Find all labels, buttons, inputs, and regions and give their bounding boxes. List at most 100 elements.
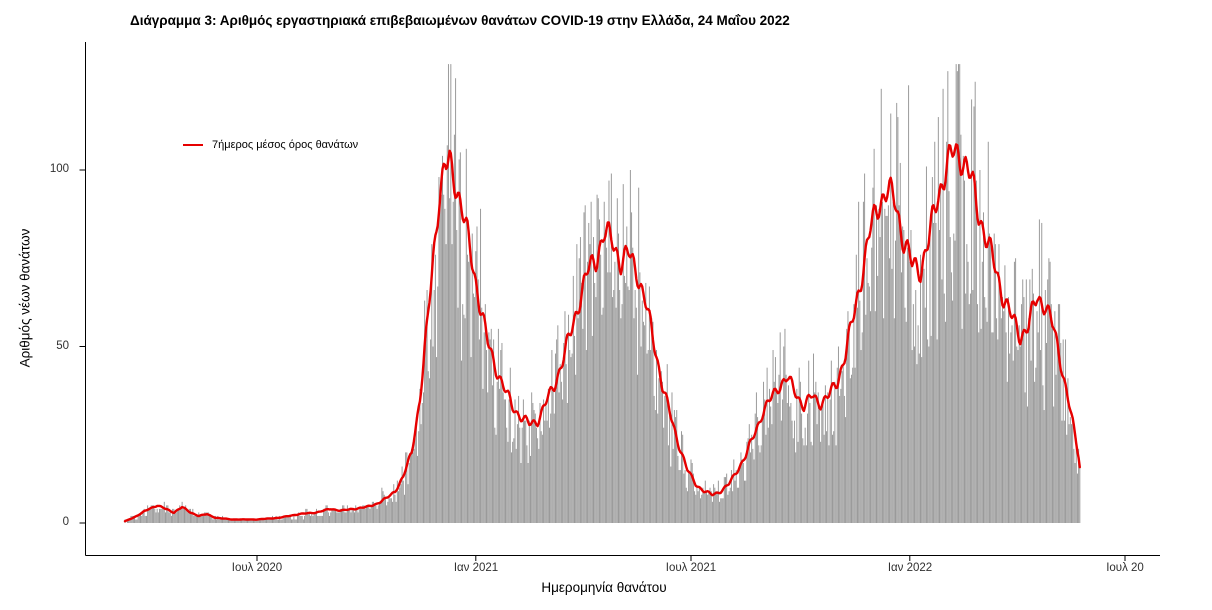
bar (497, 328, 499, 523)
bar (909, 261, 911, 523)
bar (426, 290, 428, 523)
bar (493, 339, 495, 523)
bar (323, 508, 325, 523)
bar (705, 491, 707, 523)
bar (985, 307, 987, 523)
bar (182, 508, 184, 523)
bar (761, 420, 763, 523)
bar (697, 491, 699, 523)
bar (189, 508, 191, 523)
bar (181, 501, 183, 523)
bar (472, 293, 474, 523)
bar (1013, 261, 1015, 523)
bar (631, 212, 633, 524)
bar (557, 325, 559, 523)
x-axis-title: Ημερομηνία θανάτου (541, 580, 667, 595)
bar (922, 265, 924, 523)
bar (293, 515, 295, 523)
bar (774, 357, 776, 523)
bar (144, 515, 146, 523)
bar (858, 201, 860, 523)
bar (350, 512, 352, 523)
bar (1012, 360, 1014, 523)
bar (866, 258, 868, 523)
bar (535, 427, 537, 523)
bar (671, 392, 673, 523)
bar (633, 318, 635, 523)
bar (855, 254, 857, 523)
bar (741, 459, 743, 523)
bar (684, 470, 686, 523)
bar (681, 431, 682, 523)
bar (425, 339, 427, 523)
bar (663, 427, 665, 523)
bar (820, 441, 822, 523)
bar (307, 512, 309, 523)
bar (618, 233, 619, 524)
bar (657, 413, 659, 523)
bar (359, 508, 361, 523)
bar (664, 395, 666, 523)
bar (208, 515, 210, 523)
bar (1017, 350, 1019, 523)
bar (625, 282, 627, 523)
bar (138, 515, 140, 523)
bar (629, 170, 631, 523)
bar (264, 519, 266, 523)
bar (889, 258, 891, 523)
bar (842, 364, 844, 523)
bar (357, 512, 359, 523)
bar (943, 293, 945, 523)
bar (711, 501, 713, 523)
bar (872, 187, 874, 523)
bar (608, 180, 610, 523)
bar (455, 78, 457, 523)
bar (511, 452, 512, 523)
bar (689, 473, 691, 523)
bar (807, 413, 809, 523)
bar (993, 233, 995, 524)
bar (339, 508, 341, 523)
bar (268, 519, 270, 523)
bar (1029, 279, 1031, 523)
bar (658, 378, 660, 523)
bar (698, 487, 700, 523)
bar (223, 519, 225, 523)
bar (834, 381, 836, 523)
bar (568, 314, 570, 523)
bar (389, 498, 391, 523)
bar (760, 445, 762, 523)
bar (515, 448, 517, 523)
bar (166, 505, 168, 523)
bar (613, 290, 615, 523)
bar (896, 102, 898, 524)
bar (908, 85, 910, 523)
bar (912, 304, 914, 523)
bar (369, 508, 371, 523)
bar (243, 519, 245, 523)
bar (715, 491, 717, 523)
bar (384, 498, 386, 523)
bar (962, 155, 964, 523)
bar (1075, 438, 1077, 523)
bar (714, 487, 716, 523)
bar (159, 508, 160, 523)
bar (335, 508, 336, 523)
bar (229, 519, 231, 523)
bar (637, 374, 638, 523)
bar (168, 512, 170, 523)
bar (1035, 367, 1037, 523)
bar (881, 201, 883, 523)
bar (1076, 473, 1078, 523)
bar (1008, 297, 1009, 523)
bar (495, 434, 497, 523)
bar (343, 505, 345, 523)
legend: 7ήμερος μέσος όρος θανάτων (183, 139, 358, 151)
bar (1019, 346, 1021, 523)
bar (169, 512, 171, 523)
bar (676, 410, 678, 523)
bar (1053, 406, 1055, 523)
bar (228, 519, 229, 523)
bar (537, 438, 539, 523)
bar (990, 237, 992, 523)
